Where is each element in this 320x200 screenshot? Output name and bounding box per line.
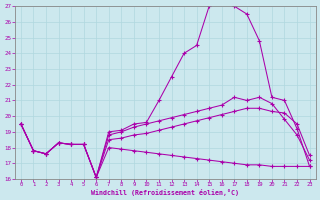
X-axis label: Windchill (Refroidissement éolien,°C): Windchill (Refroidissement éolien,°C) [91, 189, 239, 196]
